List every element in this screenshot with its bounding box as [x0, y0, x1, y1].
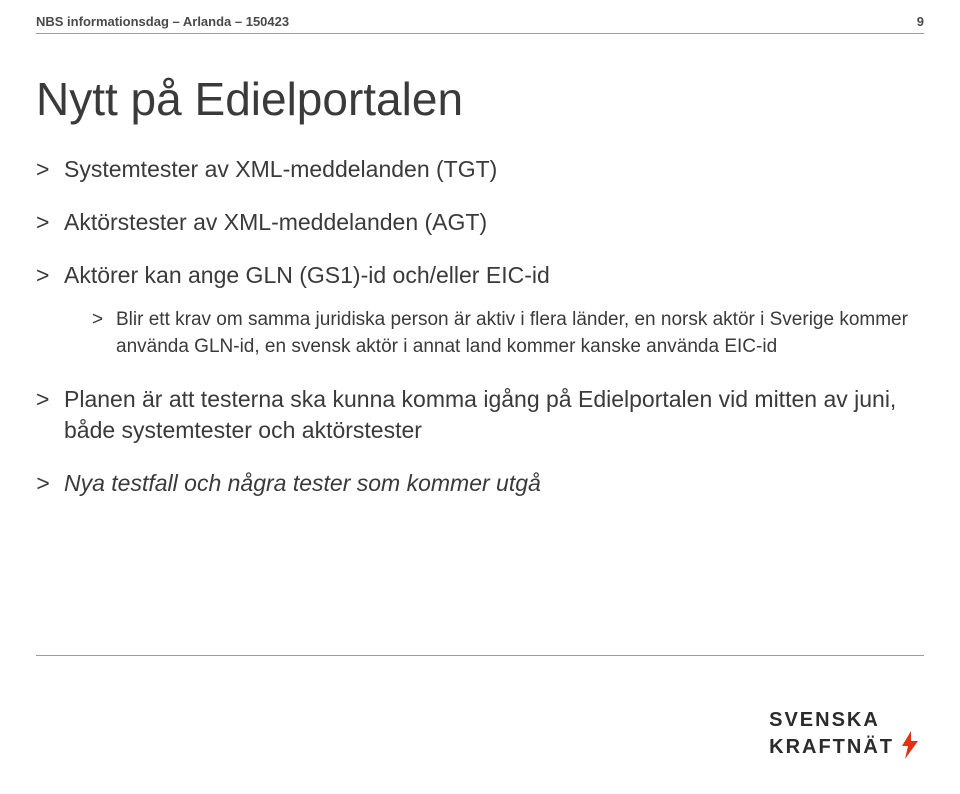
logo-line-2: KRAFTNÄT — [769, 737, 894, 758]
list-item: > Systemtester av XML-meddelanden (TGT) — [36, 154, 924, 185]
header-left: NBS informationsdag – Arlanda – 150423 — [36, 14, 289, 29]
slide-header: NBS informationsdag – Arlanda – 150423 9 — [36, 14, 924, 33]
bullet-marker: > — [36, 384, 64, 415]
list-item: > Aktörstester av XML-meddelanden (AGT) — [36, 207, 924, 238]
bullet-marker: > — [36, 468, 64, 499]
bullet-list-1: > Systemtester av XML-meddelanden (TGT) … — [36, 154, 924, 499]
header-rule — [36, 33, 924, 34]
bullet-text: Aktörstester av XML-meddelanden (AGT) — [64, 207, 924, 238]
list-item: > Planen är att testerna ska kunna komma… — [36, 384, 924, 446]
bullet-marker: > — [36, 260, 64, 291]
list-item: > Blir ett krav om samma juridiska perso… — [92, 307, 924, 360]
logo-line-2-row: KRAFTNÄT — [769, 731, 920, 764]
footer-rule — [36, 655, 924, 656]
header-page-number: 9 — [917, 14, 924, 29]
bullet-text: Nya testfall och några tester som kommer… — [64, 468, 924, 499]
bullet-marker: > — [36, 154, 64, 185]
svenska-kraftnat-logo: SVENSKA KRAFTNÄT — [769, 710, 920, 764]
bullet-marker: > — [92, 307, 116, 334]
bullet-text: Planen är att testerna ska kunna komma i… — [64, 384, 924, 446]
slide-page: NBS informationsdag – Arlanda – 150423 9… — [0, 0, 960, 794]
sub-bullet-list: > Blir ett krav om samma juridiska perso… — [92, 307, 924, 360]
bullet-marker: > — [36, 207, 64, 238]
bullet-text: Aktörer kan ange GLN (GS1)-id och/eller … — [64, 260, 924, 291]
logo-line-1: SVENSKA — [769, 710, 920, 731]
list-item-italic: > Nya testfall och några tester som komm… — [36, 468, 924, 499]
list-item: > Aktörer kan ange GLN (GS1)-id och/elle… — [36, 260, 924, 291]
page-title: Nytt på Edielportalen — [36, 72, 924, 126]
bullet-text: Systemtester av XML-meddelanden (TGT) — [64, 154, 924, 185]
bolt-icon — [900, 731, 920, 764]
bullet-text: Blir ett krav om samma juridiska person … — [116, 307, 924, 360]
